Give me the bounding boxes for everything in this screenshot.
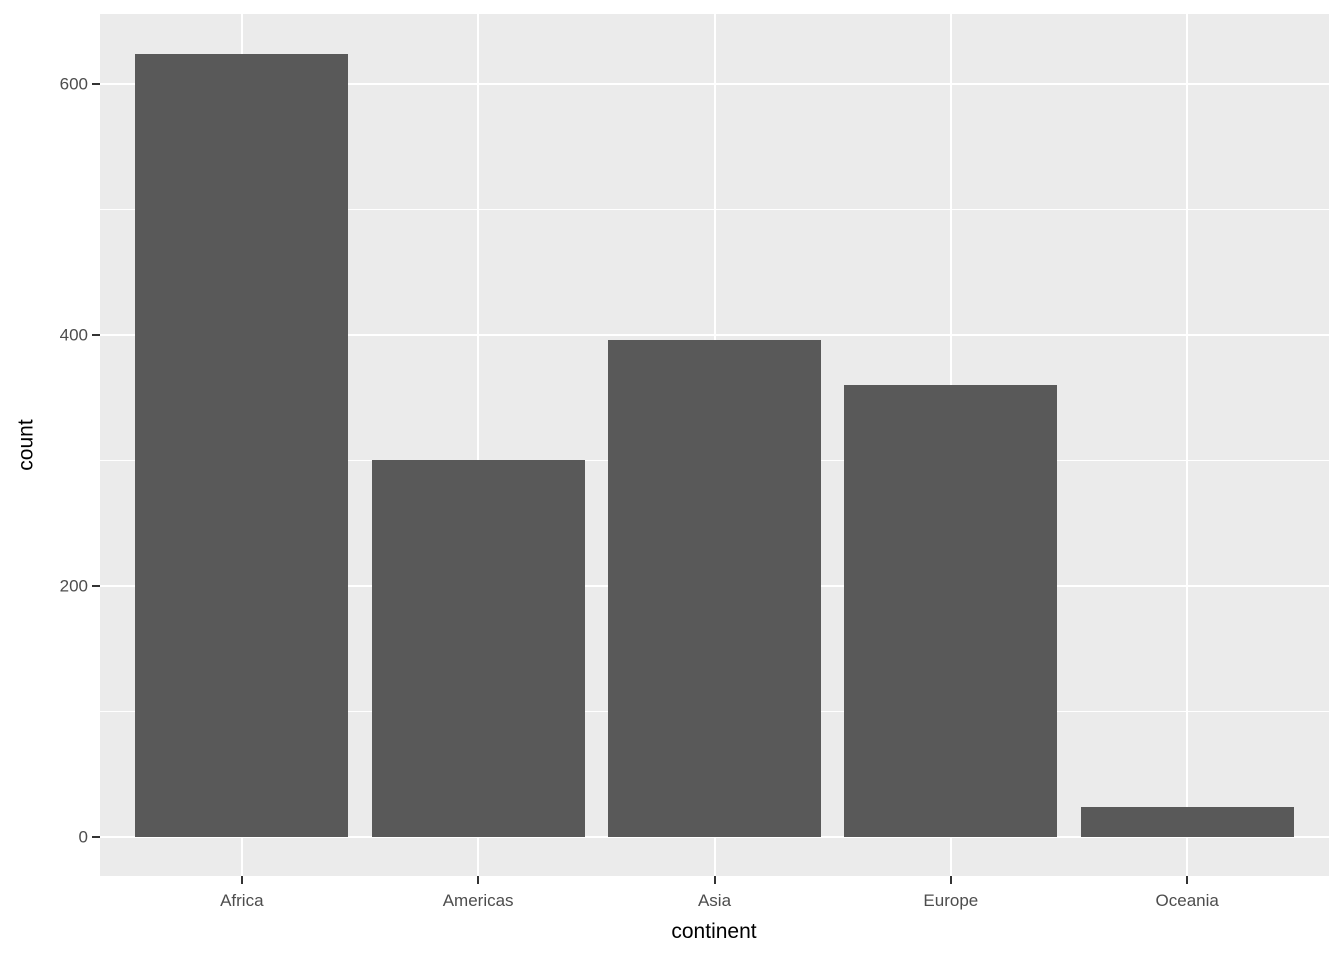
- y-tick-mark-200: [92, 584, 100, 587]
- x-tick-label-oceania: Oceania: [1155, 891, 1219, 910]
- y-tick-label-400: 400: [59, 325, 88, 345]
- bar-europe: [844, 384, 1058, 837]
- y-tick-mark-600: [92, 82, 100, 85]
- y-tick-label-600: 600: [59, 74, 88, 94]
- y-tick-mark-0: [92, 835, 100, 838]
- x-tick-label-africa: Africa: [220, 891, 264, 910]
- bar-asia: [608, 339, 821, 837]
- bar-americas: [371, 460, 585, 837]
- x-axis-title: continent: [671, 920, 757, 943]
- y-tick-mark-400: [92, 333, 100, 336]
- x-tick-mark-americas: [477, 876, 480, 884]
- bar-oceania: [1080, 806, 1294, 837]
- y-tick-label-200: 200: [59, 576, 88, 596]
- y-axis-title: count: [14, 419, 38, 471]
- x-tick-label-americas: Americas: [442, 891, 514, 910]
- gridline-major-x-oceania: [1186, 14, 1189, 876]
- x-tick-label-europe: Europe: [923, 891, 979, 910]
- x-tick-mark-asia: [713, 876, 716, 884]
- y-tick-label-0: 0: [78, 827, 88, 847]
- plot-panel: [100, 14, 1329, 876]
- x-tick-mark-oceania: [1186, 876, 1189, 884]
- x-tick-mark-europe: [949, 876, 952, 884]
- x-tick-mark-africa: [240, 876, 243, 884]
- bar-africa: [135, 53, 349, 837]
- x-tick-label-asia: Asia: [697, 891, 732, 910]
- gridline-major-x-americas: [477, 14, 480, 876]
